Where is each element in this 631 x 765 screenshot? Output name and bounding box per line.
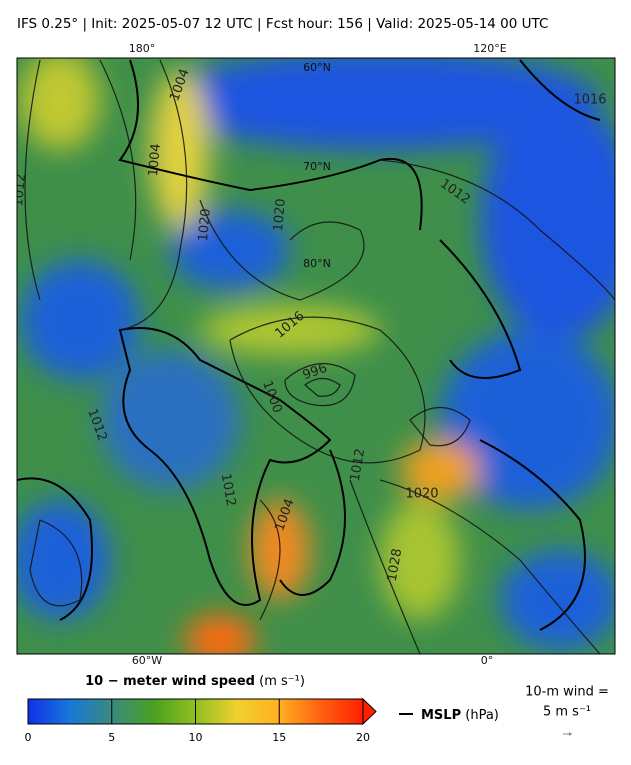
contour-label: 1016 xyxy=(573,93,606,108)
contour-label: 1012 xyxy=(218,472,239,507)
colorbar-extend xyxy=(362,697,377,726)
colorbar-tick-label: 0 xyxy=(25,731,32,744)
mslp-label: MSLP xyxy=(421,708,461,723)
map-frame xyxy=(16,57,616,655)
colorbar-unit: (m s⁻¹) xyxy=(259,674,305,689)
graticule-label: 180° xyxy=(129,42,156,55)
colorbar-tick-label: 10 xyxy=(189,731,203,744)
contour-label: 1012 xyxy=(348,447,369,482)
graticule-label: 70°N xyxy=(303,160,331,173)
colorbar-title: 10 − meter wind speed (m s⁻¹) xyxy=(85,674,305,689)
graticule-label: 120°E xyxy=(473,42,506,55)
wind-key-label: 10-m wind = xyxy=(525,685,609,700)
colorbar-label: 10 − meter wind speed xyxy=(85,674,255,689)
wind-field xyxy=(17,58,615,654)
colorbar-tick-label: 5 xyxy=(108,731,115,744)
contour-label: 1020 xyxy=(271,198,289,232)
mslp-contours xyxy=(24,59,615,654)
contour-label: 1012 xyxy=(11,173,29,207)
colorbar: 10 − meter wind speed (m s⁻¹) 0 5 10 15 20 xyxy=(25,674,377,744)
graticule-label: 60°W xyxy=(132,654,162,667)
contour-label: 1028 xyxy=(385,547,406,582)
colorbar-tick-label: 15 xyxy=(272,731,286,744)
contour-label: 1020 xyxy=(405,487,438,502)
graticule-label: 80°N xyxy=(303,257,331,270)
graticule-label: 60°N xyxy=(303,61,331,74)
title: IFS 0.25° | Init: 2025-05-07 12 UTC | Fc… xyxy=(17,16,548,32)
contour-label: 1004 xyxy=(146,143,164,177)
wind-key-arrowhead xyxy=(569,732,572,736)
map: 1004 1004 1012 1020 1020 1012 1016 996 1… xyxy=(11,58,615,654)
wind-key-value: 5 m s⁻¹ xyxy=(543,705,591,720)
graticule-label: 0° xyxy=(481,654,494,667)
coastlines xyxy=(17,59,601,631)
contour-label: 1020 xyxy=(196,208,214,242)
colorbar-tick-label: 20 xyxy=(356,731,370,744)
mslp-legend: MSLP (hPa) xyxy=(421,708,499,723)
mslp-unit: (hPa) xyxy=(465,708,499,723)
